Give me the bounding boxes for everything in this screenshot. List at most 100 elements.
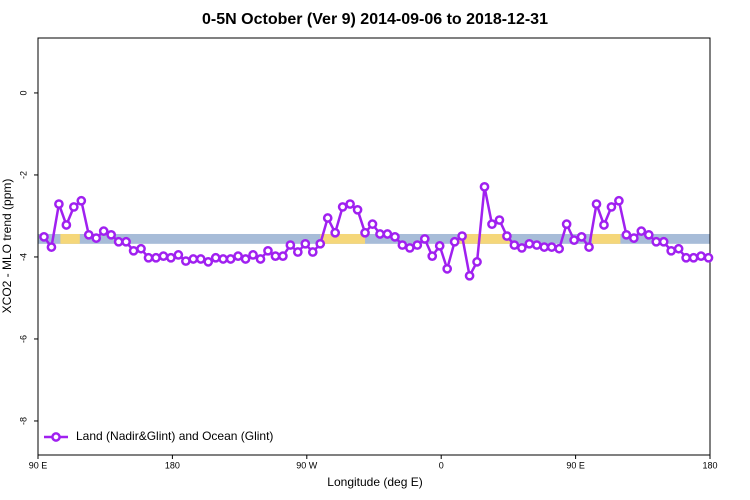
data-point (681, 252, 691, 263)
data-point (442, 263, 453, 274)
data-point (158, 251, 169, 261)
legend-marker (51, 432, 61, 442)
data-point (39, 232, 49, 242)
data-point (434, 241, 445, 251)
x-tick-label: 90 W (296, 460, 318, 470)
data-point (352, 204, 363, 215)
data-point (151, 252, 161, 263)
data-point (554, 243, 565, 254)
data-point (397, 240, 408, 250)
data-point (76, 195, 87, 206)
data-point (382, 229, 393, 239)
data-point (516, 243, 527, 253)
data-point (576, 232, 587, 242)
data-point (531, 240, 542, 250)
data-point (673, 243, 684, 254)
y-tick-label: -2 (18, 171, 28, 179)
data-point (561, 219, 572, 230)
data-point (688, 252, 699, 263)
data-point (524, 238, 535, 249)
x-tick-label: 180 (165, 460, 180, 470)
data-point (46, 242, 57, 252)
data-point (628, 233, 639, 243)
data-point (651, 236, 662, 247)
legend: Land (Nadir&Glint) and Ocean (Glint) (44, 429, 273, 443)
x-tick-label: 90 E (29, 460, 48, 470)
data-point (658, 236, 669, 247)
data-point (666, 245, 677, 256)
data-point (68, 202, 79, 212)
data-point (263, 245, 273, 256)
data-point (569, 235, 579, 245)
data-point (307, 247, 318, 257)
y-tick-label: -4 (18, 253, 28, 261)
data-point (404, 243, 415, 253)
data-point (113, 236, 124, 247)
band-segment (60, 233, 80, 244)
data-point (106, 229, 117, 240)
data-point (285, 240, 296, 250)
band-segment (320, 233, 366, 244)
data-point (210, 252, 221, 263)
data-point (472, 257, 482, 267)
data-point (91, 233, 102, 243)
data-point (427, 251, 438, 261)
data-point (322, 213, 333, 223)
data-point (584, 242, 594, 252)
data-point (696, 251, 706, 261)
data-point (98, 226, 109, 236)
x-axis-label: Longitude (deg E) (327, 475, 422, 489)
band-segment (592, 233, 621, 244)
data-point (546, 242, 557, 252)
x-tick-label: 180 (702, 460, 717, 470)
data-point (494, 215, 505, 225)
legend-label: Land (Nadir&Glint) and Ocean (Glint) (76, 429, 273, 443)
band-segment (457, 233, 510, 244)
data-point (337, 202, 348, 212)
data-point (330, 227, 341, 238)
y-axis-label: XCO2 - MLO trend (ppm) (0, 179, 14, 314)
data-point (195, 254, 206, 264)
data-point (599, 220, 609, 230)
data-point (614, 195, 624, 206)
data-point (487, 219, 497, 230)
plot-frame (37, 37, 711, 456)
data-point (606, 202, 617, 212)
data-point (449, 236, 460, 247)
band (38, 233, 710, 244)
data-point (643, 229, 654, 240)
data-point (136, 243, 146, 254)
data-point (464, 270, 475, 281)
y-tick-label: -6 (18, 335, 28, 343)
data-point (173, 250, 184, 260)
data-point (188, 254, 199, 264)
data-point (412, 240, 423, 250)
data-point (636, 226, 647, 236)
data-point (375, 229, 385, 239)
data-point (128, 245, 139, 256)
data-point (180, 256, 191, 266)
data-point (61, 220, 72, 230)
data-point (703, 252, 714, 263)
data-point (621, 229, 632, 240)
data-point (278, 251, 288, 261)
data-point (509, 240, 520, 250)
data-point (345, 199, 355, 209)
data-point (166, 252, 176, 263)
x-tick-label: 90 E (566, 460, 585, 470)
data-point (233, 251, 243, 261)
data-point (218, 254, 229, 264)
data-point (121, 236, 131, 247)
data-point (591, 199, 602, 209)
data-point (54, 199, 64, 209)
data-point (240, 254, 251, 264)
data-point (255, 254, 266, 264)
data-point (248, 250, 258, 260)
data-point (479, 181, 490, 192)
data-point (457, 231, 467, 241)
data-point (390, 232, 400, 242)
data-point (419, 234, 430, 244)
data-point (315, 238, 326, 249)
